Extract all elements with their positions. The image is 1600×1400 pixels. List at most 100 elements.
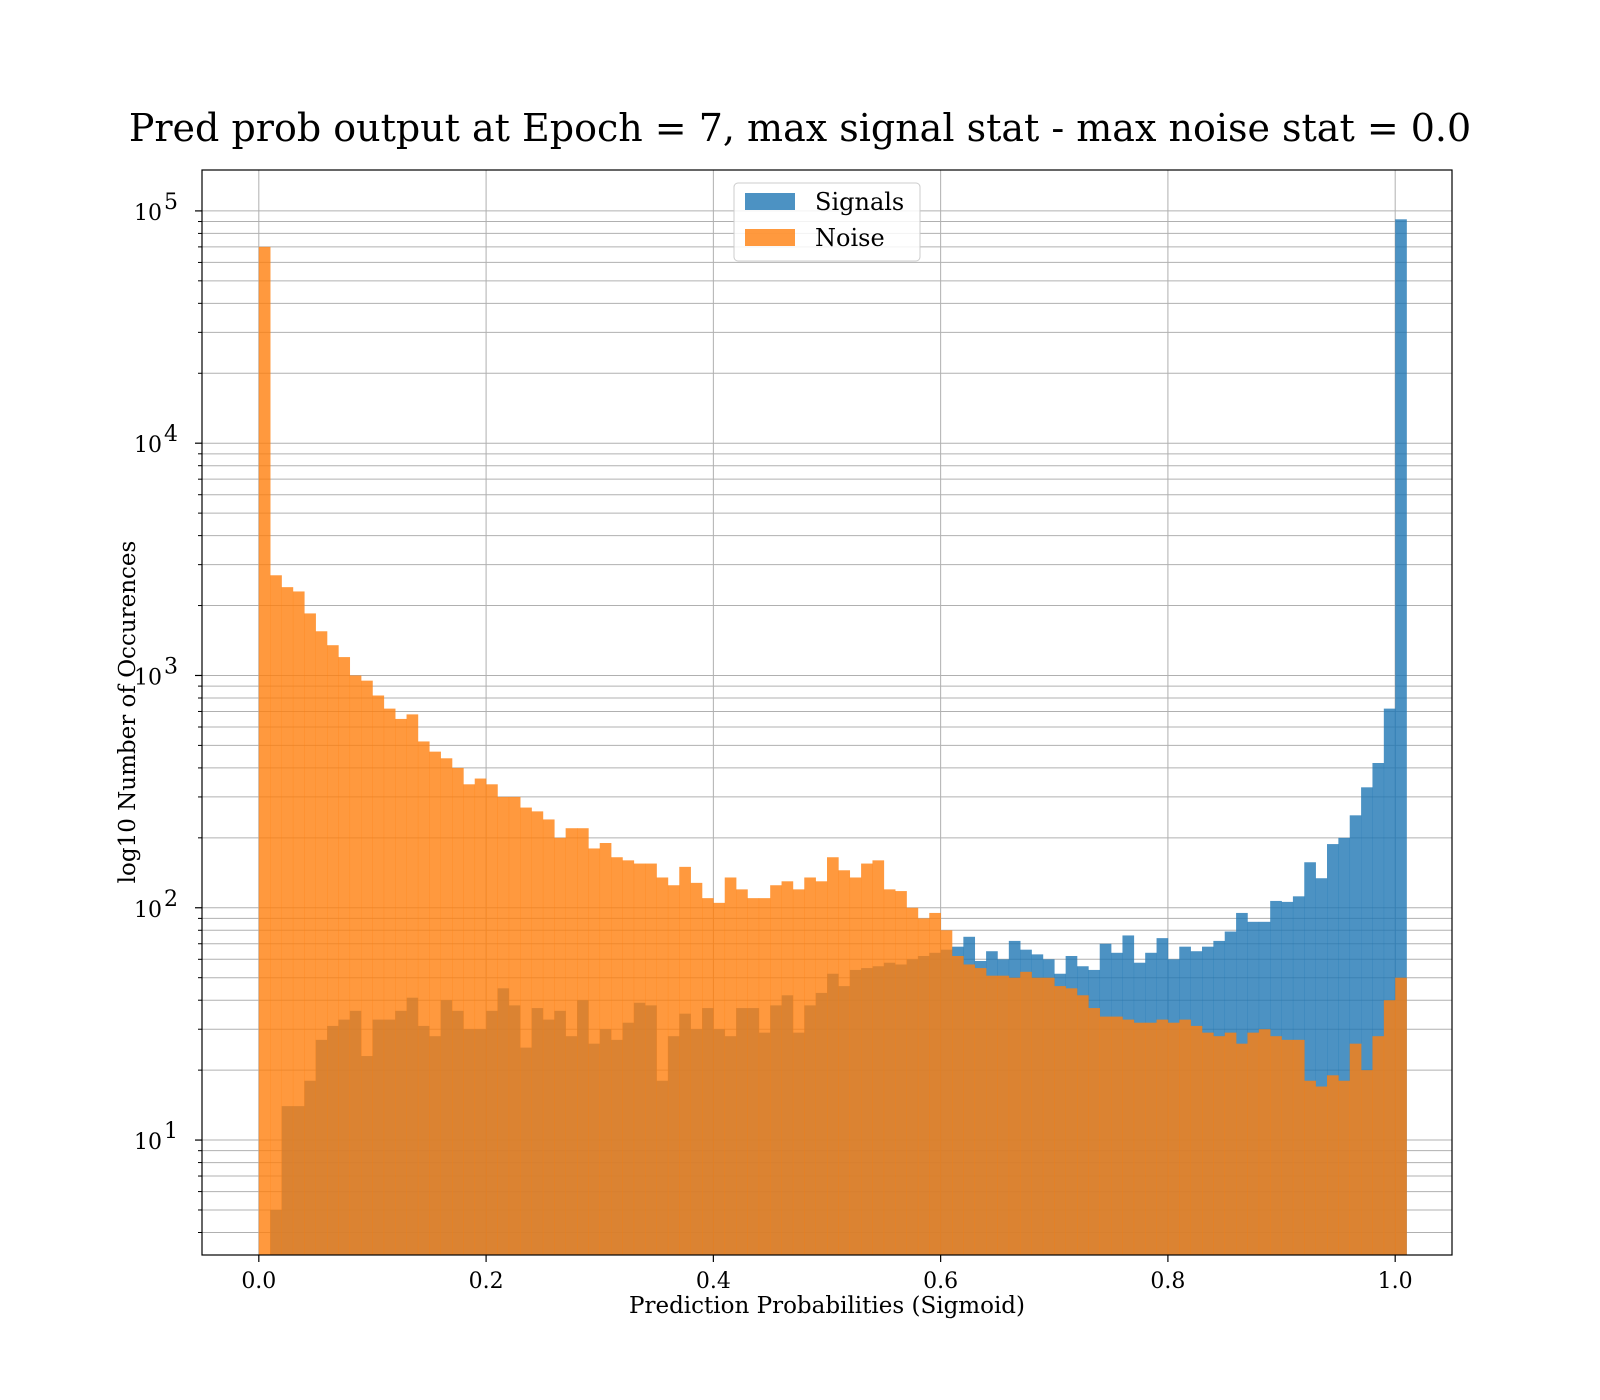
- bar-noise: [1156, 1019, 1169, 1255]
- bar-noise: [1236, 1043, 1248, 1255]
- bar-noise: [1281, 1039, 1294, 1255]
- y-axis-label: log10 Number of Occurences: [115, 541, 141, 884]
- x-tick-label: 0.0: [241, 1269, 276, 1294]
- bar-noise: [929, 912, 941, 1255]
- bar-noise: [383, 708, 396, 1255]
- bar-noise: [952, 955, 964, 1255]
- plot-area-frame: [201, 169, 1453, 1256]
- x-tick-label: 1.0: [1378, 1269, 1413, 1294]
- bar-noise: [679, 866, 691, 1255]
- bar-noise: [986, 975, 998, 1255]
- bar-noise: [883, 889, 896, 1255]
- bar-noise: [361, 680, 373, 1255]
- bar-noise: [1054, 986, 1066, 1255]
- bar-noise: [486, 784, 498, 1255]
- bar-noise: [1372, 1036, 1385, 1255]
- bar-noise: [417, 741, 430, 1255]
- bar-noise: [1315, 1086, 1328, 1255]
- bar-signals: [1349, 815, 1362, 1255]
- bar-noise: [1099, 1016, 1112, 1255]
- bar-noise: [1224, 1032, 1237, 1255]
- bar-noise: [1133, 1022, 1146, 1255]
- bar-noise: [702, 898, 714, 1255]
- bar-noise: [963, 964, 976, 1255]
- bar-noise: [736, 889, 748, 1255]
- bar-noise: [1020, 971, 1032, 1255]
- bar-noise: [315, 631, 328, 1255]
- bar-noise: [395, 718, 407, 1255]
- x-tick-label: 0.4: [696, 1269, 731, 1294]
- legend-swatch-signals: [745, 193, 795, 210]
- bar-noise: [792, 889, 805, 1255]
- bar-noise: [861, 863, 873, 1255]
- bar-noise: [690, 882, 703, 1255]
- bar-noise: [622, 860, 635, 1255]
- x-tick-label: 0.6: [923, 1269, 958, 1294]
- bar-noise: [452, 767, 464, 1255]
- bar-noise: [304, 613, 316, 1255]
- x-axis-label: Prediction Probabilities (Sigmoid): [629, 1293, 1025, 1319]
- bar-noise: [1145, 1022, 1157, 1255]
- bar-noise: [599, 843, 612, 1255]
- bar-noise: [1247, 1032, 1260, 1255]
- y-tick-label-exponent: 3: [164, 654, 178, 679]
- bar-noise: [724, 877, 737, 1255]
- y-tick-label-exponent: 1: [164, 1119, 178, 1144]
- bar-noise: [1190, 1025, 1203, 1255]
- bar-noise: [758, 898, 771, 1255]
- y-tick-label-base: 10: [134, 201, 162, 226]
- bar-noise: [667, 885, 680, 1255]
- bar-noise: [338, 657, 351, 1255]
- y-tick-label-exponent: 4: [164, 422, 178, 447]
- bar-noise: [747, 898, 760, 1255]
- bar-noise: [577, 828, 589, 1255]
- bar-noise: [997, 975, 1010, 1255]
- bar-noise: [633, 863, 646, 1255]
- y-tick-label-base: 10: [134, 898, 162, 923]
- y-tick-label-base: 10: [134, 665, 162, 690]
- x-axis-ticks: 0.0 0.2 0.4 0.6 0.8 1.0: [241, 1255, 1413, 1294]
- bar-noise: [327, 645, 339, 1255]
- bar-noise: [292, 591, 305, 1255]
- bar-noise: [838, 870, 851, 1255]
- bar-noise: [1031, 977, 1044, 1255]
- bar-noise: [611, 857, 623, 1255]
- bar-noise: [1179, 1019, 1191, 1255]
- bar-noise: [1258, 1029, 1271, 1255]
- bar-noise: [258, 246, 271, 1255]
- bar-noise: [281, 587, 294, 1255]
- bar-noise: [497, 796, 510, 1255]
- bar-noise: [1202, 1032, 1214, 1255]
- bar-signals: [1395, 219, 1407, 1255]
- bar-noise: [1167, 1022, 1180, 1255]
- bar-noise: [554, 837, 566, 1255]
- bar-signals: [1372, 762, 1385, 1255]
- bar-noise: [1042, 977, 1055, 1255]
- bar-noise: [906, 907, 919, 1255]
- bar-noise: [406, 714, 419, 1255]
- bar-noise: [1008, 977, 1021, 1255]
- bar-noise: [1270, 1036, 1282, 1255]
- bar-noise: [542, 819, 555, 1255]
- bar-noise: [1088, 1008, 1101, 1255]
- bar-noise: [440, 758, 453, 1255]
- bar-noise: [849, 877, 862, 1255]
- bar-noise: [781, 881, 794, 1255]
- y-tick-label-base: 10: [134, 433, 162, 458]
- bar-noise: [1292, 1039, 1305, 1255]
- bar-noise: [770, 885, 782, 1255]
- legend-label-signals: Signals: [815, 188, 904, 216]
- x-tick-label: 0.8: [1150, 1269, 1185, 1294]
- bar-noise: [520, 807, 532, 1255]
- bar-signals: [1315, 878, 1328, 1255]
- bar-noise: [372, 695, 385, 1255]
- series-noise-bars: [258, 246, 1407, 1255]
- bar-noise: [1304, 1080, 1316, 1255]
- bar-noise: [270, 575, 282, 1255]
- bar-noise: [588, 848, 601, 1255]
- bar-noise: [1395, 977, 1407, 1255]
- legend: Signals Noise: [733, 182, 921, 262]
- bar-noise: [656, 877, 669, 1255]
- legend-swatch-noise: [745, 229, 795, 246]
